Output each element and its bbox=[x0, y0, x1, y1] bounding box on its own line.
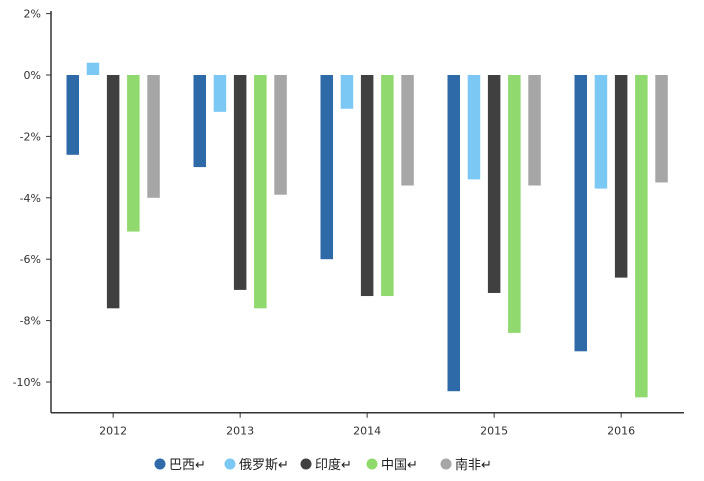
legend-marker-0 bbox=[154, 458, 166, 470]
bar-2016-3 bbox=[635, 75, 648, 398]
bar-2015-4 bbox=[528, 75, 541, 186]
bar-2016-4 bbox=[655, 75, 668, 183]
bar-2016-0 bbox=[574, 75, 587, 352]
bar-2015-3 bbox=[508, 75, 521, 333]
bar-2014-2 bbox=[360, 75, 374, 297]
legend-label-2: 印度↵ bbox=[315, 457, 352, 473]
bar-2013-2 bbox=[233, 75, 247, 290]
bar-2016-1 bbox=[594, 75, 608, 189]
bar-2014-0 bbox=[320, 75, 333, 260]
x-tick-label-2013: 2013 bbox=[226, 425, 254, 438]
bar-2014-1 bbox=[340, 75, 354, 109]
bar-2012-2 bbox=[106, 75, 120, 309]
legend-label-4: 南非↵ bbox=[455, 457, 492, 473]
x-tick-label-2015: 2015 bbox=[480, 425, 508, 438]
bar-2014-4 bbox=[401, 75, 414, 186]
legend-label-1: 俄罗斯↵ bbox=[239, 458, 289, 473]
bar-2013-3 bbox=[254, 75, 267, 309]
legend-marker-2 bbox=[300, 458, 312, 470]
y-tick-label: 2% bbox=[24, 8, 41, 21]
bar-2012-3 bbox=[127, 75, 140, 232]
bar-2012-1 bbox=[86, 62, 100, 75]
bar-2014-3 bbox=[381, 75, 394, 297]
x-tick-label-2016: 2016 bbox=[607, 425, 635, 438]
y-tick-label: -8% bbox=[20, 315, 41, 328]
y-tick-label: -2% bbox=[20, 130, 41, 143]
y-tick-label: -6% bbox=[20, 253, 41, 266]
bar-2012-0 bbox=[66, 75, 79, 155]
bar-2016-2 bbox=[614, 75, 628, 278]
y-tick-label: -10% bbox=[13, 376, 41, 389]
bar-2015-1 bbox=[467, 75, 481, 180]
legend-marker-4 bbox=[440, 458, 452, 470]
x-tick-label-2012: 2012 bbox=[99, 425, 127, 438]
bars-group bbox=[66, 62, 668, 398]
legend: 巴西↵ 俄罗斯↵ 印度↵ 中国↵ 南非↵ bbox=[154, 457, 492, 473]
x-tick-label-2014: 2014 bbox=[353, 425, 381, 438]
bar-2015-2 bbox=[487, 75, 501, 293]
axes-group: 2% 0% -2% -4% -6% -8% -10% 2012 2013 2014 2015 2016 bbox=[13, 8, 684, 438]
legend-label-0: 巴西↵ bbox=[169, 458, 206, 473]
bar-2013-0 bbox=[193, 75, 206, 168]
legend-marker-3 bbox=[366, 458, 378, 470]
legend-marker-1 bbox=[224, 458, 236, 470]
y-tick-label: 0% bbox=[24, 69, 41, 82]
bar-2013-4 bbox=[274, 75, 287, 195]
bar-2015-0 bbox=[447, 75, 460, 392]
legend-label-3: 中国↵ bbox=[381, 458, 418, 473]
bar-2013-1 bbox=[213, 75, 227, 112]
y-tick-label: -4% bbox=[20, 192, 41, 205]
bar-2012-4 bbox=[147, 75, 160, 198]
